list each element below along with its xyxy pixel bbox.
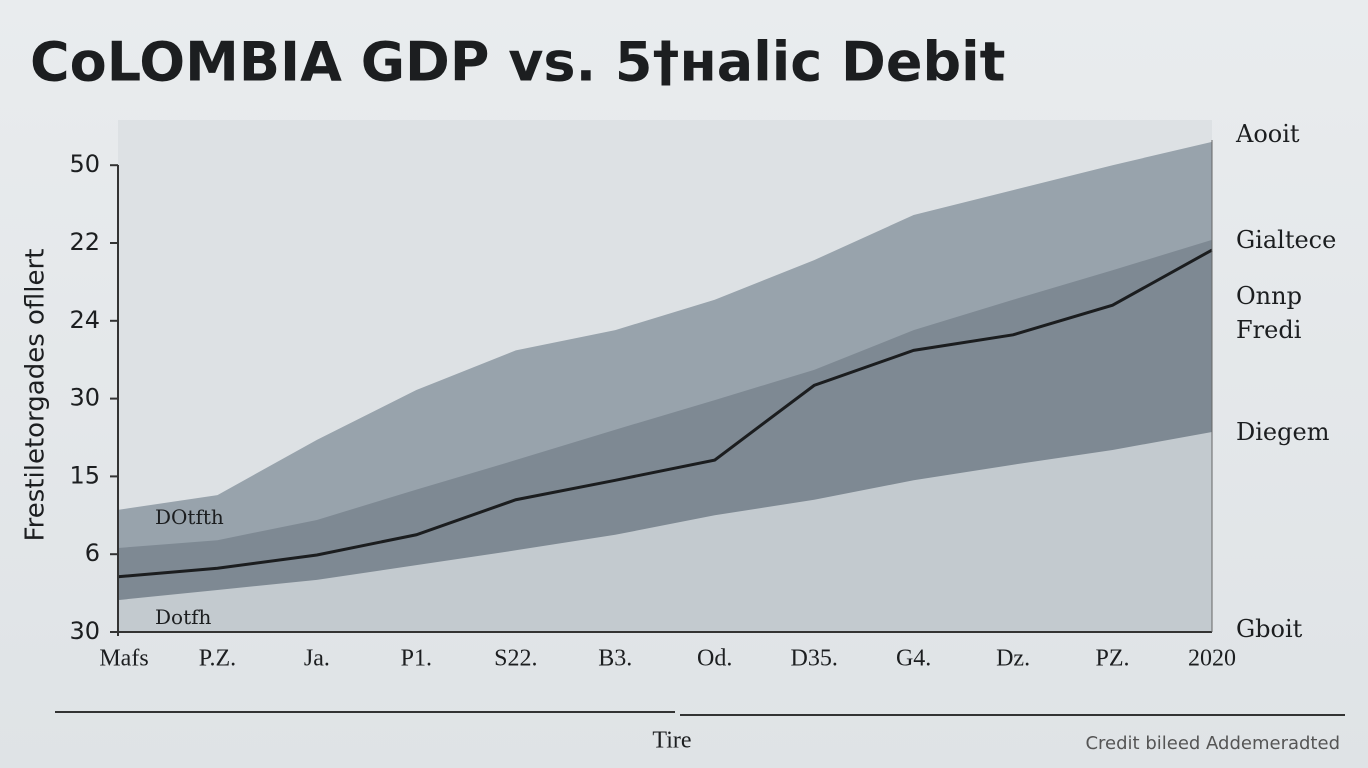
legend-label: Gialtece (1236, 225, 1337, 254)
y-tick-label: 30 (69, 617, 100, 645)
y-tick-label: 6 (85, 539, 100, 567)
x-tick-label: 2020 (1188, 646, 1236, 672)
x-axis-label: Tire (652, 728, 691, 754)
x-tick-label: PZ. (1096, 646, 1130, 672)
annotation: Dotfh (155, 605, 212, 629)
y-tick-label: 30 (69, 384, 100, 412)
x-tick-label: Ja. (304, 646, 330, 672)
area (118, 432, 1212, 632)
y-axis-label: Frestiletorgades ofllert (21, 249, 51, 542)
x-tick-label: D35. (791, 646, 838, 672)
legend-label: Onnp Fredi (1236, 282, 1302, 344)
x-tick-label: Od. (697, 646, 732, 672)
x-tick-label: S22. (494, 646, 537, 672)
y-tick-label: 22 (69, 228, 100, 256)
annotation: DOtfth (155, 505, 224, 529)
chart-title: CoLOMBIA GDP vs. 5†нalic Debit (30, 31, 1005, 94)
legend-label: Diegem (1236, 418, 1330, 447)
x-tick-label: G4. (896, 646, 931, 672)
credit: Credit bileed Addemeradted (1085, 733, 1340, 754)
x-tick-label: P1. (401, 646, 432, 672)
legend-label: Aooit (1236, 119, 1300, 148)
y-tick-label: 24 (69, 306, 100, 334)
line (117, 248, 1213, 579)
x-tick-label: Mafs (99, 646, 148, 672)
x-tick-label: B3. (598, 646, 632, 672)
x-tick-label: P.Z. (199, 646, 236, 672)
y-tick-label: 15 (69, 461, 100, 489)
annotation: Gboit (1236, 615, 1303, 643)
y-tick-label: 50 (69, 150, 100, 178)
x-tick-label: Dz. (996, 646, 1030, 672)
